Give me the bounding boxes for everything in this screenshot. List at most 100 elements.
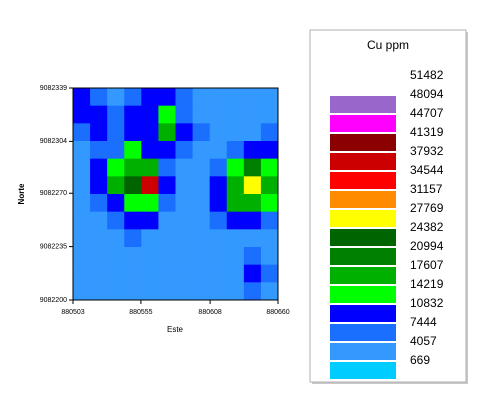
contour-cell [158,211,176,230]
contour-cell [192,211,211,230]
contour-cell [90,194,108,213]
contour-cell [107,282,125,301]
contour-cell [226,105,245,124]
contour-cell [90,247,108,266]
contour-cell [260,158,279,177]
contour-cell [158,105,176,124]
contour-cell [107,264,125,283]
contour-cell [107,123,125,142]
legend-swatch [330,153,396,170]
contour-cell [73,141,91,160]
contour-cell [90,105,108,124]
contour-cell [175,194,194,213]
contour-cell [243,176,262,195]
contour-cell [90,88,108,107]
contour-cell [175,141,194,160]
contour-cell [260,141,279,160]
contour-cell [209,158,228,177]
x-tick-label: 880608 [198,309,221,316]
contour-cell [209,141,228,160]
contour-cell [158,88,176,107]
contour-cell [107,176,125,195]
contour-cell [141,88,159,107]
contour-cell [124,176,142,195]
contour-cell [124,141,142,160]
y-tick-label: 9082270 [40,190,67,197]
contour-cell [73,264,91,283]
legend-label: 37932 [410,144,444,158]
contour-cell [107,105,125,124]
contour-cell [209,229,228,248]
contour-cell [243,264,262,283]
legend-swatch [330,229,396,246]
contour-cell [192,105,211,124]
x-tick-label: 880660 [266,309,289,316]
contour-cell [243,194,262,213]
contour-cell [209,176,228,195]
contour-cell [124,194,142,213]
contour-cell [141,211,159,230]
contour-cell [107,247,125,266]
legend-label: 24382 [410,220,444,234]
legend-label: 44707 [410,106,444,120]
contour-cell [73,282,91,301]
contour-cell [175,158,194,177]
contour-cell [260,123,279,142]
contour-cell [226,123,245,142]
contour-cell [260,105,279,124]
legend-label: 7444 [410,315,437,329]
contour-cell [243,229,262,248]
contour-cell [226,158,245,177]
legend-swatch [330,210,396,227]
contour-cell [226,194,245,213]
contour-cell [107,194,125,213]
legend-label: 17607 [410,258,444,272]
contour-cell [141,141,159,160]
contour-cell [260,264,279,283]
contour-cell [90,158,108,177]
legend-label: 10832 [410,296,444,310]
contour-cell [141,176,159,195]
contour-cell [124,247,142,266]
contour-cell [158,282,176,301]
contour-cell [175,229,194,248]
legend-label: 34544 [410,163,444,177]
contour-cell [141,264,159,283]
contour-cell [209,247,228,266]
contour-cell [158,141,176,160]
contour-cell [124,229,142,248]
contour-cell [90,264,108,283]
contour-cell [209,194,228,213]
contour-cell [90,282,108,301]
contour-cell [243,158,262,177]
contour-cell [158,176,176,195]
contour-cell [124,123,142,142]
legend-label: 48094 [410,87,444,101]
contour-cell [243,123,262,142]
contour-cell [158,247,176,266]
contour-cell [260,211,279,230]
contour-cell [90,176,108,195]
contour-cell [73,211,91,230]
contour-cell [107,229,125,248]
contour-cell [226,88,245,107]
contour-cell [192,176,211,195]
contour-cell [73,123,91,142]
contour-cell [73,105,91,124]
contour-cell [90,211,108,230]
x-axis-label: Este [167,325,184,334]
contour-cell [243,282,262,301]
contour-cell [260,88,279,107]
contour-cell [175,176,194,195]
contour-cell [226,264,245,283]
legend-label: 4057 [410,334,437,348]
contour-cell [192,282,211,301]
legend-swatch [330,362,396,379]
contour-cell [243,211,262,230]
contour-cell [243,105,262,124]
contour-cell [141,158,159,177]
contour-cell [175,88,194,107]
legend-label: 51482 [410,68,444,82]
contour-cell [260,176,279,195]
